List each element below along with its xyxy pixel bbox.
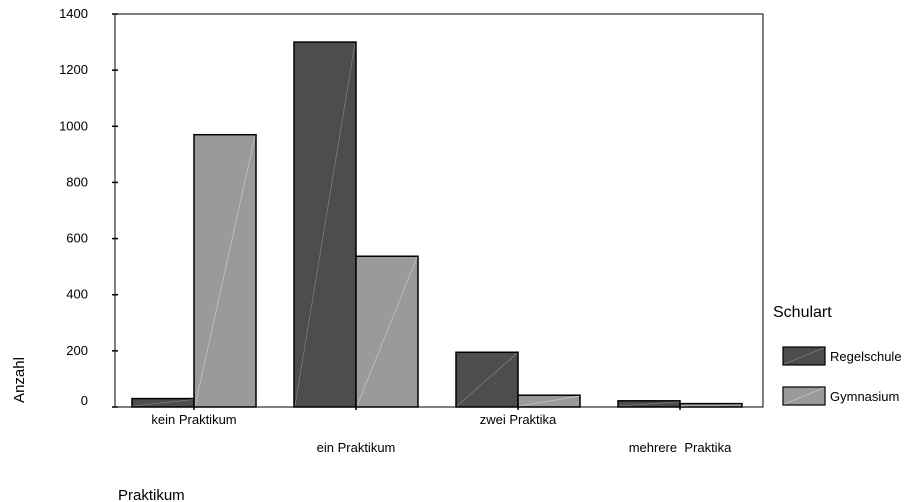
legend-item-regelschule: Regelschule [782, 346, 902, 366]
bars [131, 41, 743, 408]
bar-diagonal [356, 257, 418, 407]
y-tick-label: 800 [66, 174, 88, 189]
legend-label-gymnasium: Gymnasium [830, 389, 899, 404]
x-tick-label: mehrere Praktika [629, 440, 732, 455]
y-axis: 0 200 400 600 800 1000 1200 1400 [59, 6, 118, 408]
bar-diagonal [518, 395, 580, 407]
bar-diagonal [294, 43, 356, 407]
bar-diagonal [194, 135, 256, 407]
y-tick-label: 200 [66, 343, 88, 358]
x-tick-label: kein Praktikum [151, 412, 236, 427]
legend-item-gymnasium: Gymnasium [782, 386, 899, 406]
bar-diagonal [618, 401, 680, 407]
x-axis-title: Praktikum [118, 487, 185, 502]
y-tick-label: 400 [66, 287, 88, 302]
legend-label-regelschule: Regelschule [830, 349, 902, 364]
x-axis: kein Praktikum ein Praktikum zwei Praktika… [151, 404, 732, 455]
bar-diagonal [456, 353, 518, 407]
y-tick-label: 1400 [59, 6, 88, 21]
y-tick-label: 600 [66, 231, 88, 246]
legend-title: Schulart [773, 304, 832, 321]
legend-swatch-diagonal [783, 347, 825, 365]
y-axis-title: Anzahl [11, 357, 28, 403]
x-tick-label: ein Praktikum [317, 440, 396, 455]
bar-diagonal [132, 399, 194, 407]
x-tick-label: zwei Praktika [480, 412, 557, 427]
y-tick-label: 1000 [59, 118, 88, 133]
bar-diagonal [680, 404, 742, 407]
y-tick-label: 0 [81, 393, 88, 408]
legend: Schulart Regelschule Gymnasium [773, 304, 902, 406]
y-tick-label: 1200 [59, 62, 88, 77]
legend-swatch-diagonal [783, 387, 825, 405]
